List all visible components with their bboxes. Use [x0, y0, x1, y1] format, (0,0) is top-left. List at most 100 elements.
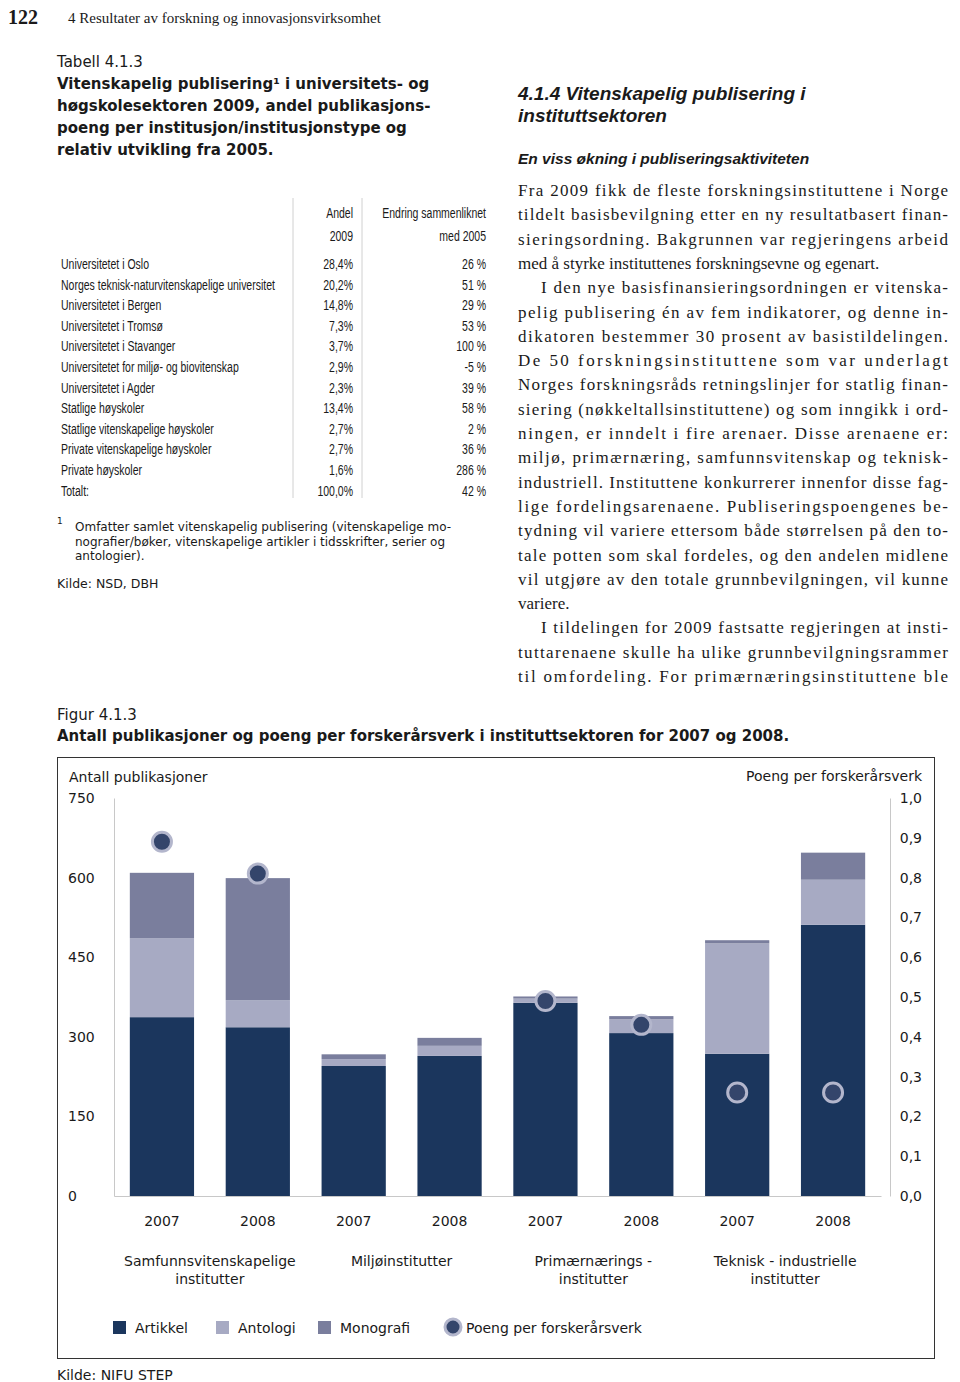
running-head: 4 Resultater av forskning og innovasjons…	[68, 10, 382, 26]
table-cell-wrap: 20,2%	[323, 277, 353, 293]
tick-label: 0,9	[900, 830, 922, 846]
footnote-line: nografier/bøker, vitenskapelige artikler…	[75, 535, 445, 549]
body-line: vil utgjøre av den totale grunnbevilgnin…	[518, 570, 948, 589]
bar	[705, 940, 769, 943]
table-cell: 3,7%	[329, 339, 353, 355]
table-cell-wrap: 2,9%	[329, 360, 353, 376]
bar	[322, 1059, 386, 1066]
point	[152, 832, 171, 851]
background	[0, 0, 960, 1382]
bar	[130, 938, 194, 1017]
body-line: I tildelingen for 2009 fastsatte regjeri…	[541, 618, 948, 637]
y2-axis: 0,00,10,20,30,40,50,60,70,80,91,0	[890, 790, 922, 1204]
legend-swatch	[445, 1319, 461, 1335]
section-heading: instituttsektoren	[518, 105, 667, 126]
table-cell-wrap: 36 %	[462, 442, 486, 458]
table-cell-wrap: Universitetet i Bergen	[61, 298, 161, 314]
table-cell: Universitetet i Agder	[61, 380, 155, 396]
table-cell-wrap: Totalt:	[61, 483, 89, 499]
legend-swatch	[113, 1321, 126, 1334]
table-title: relativ utvikling fra 2005.	[57, 141, 274, 159]
table-cell-wrap: 100 %	[456, 339, 486, 355]
table-cell: 7,3%	[329, 318, 353, 334]
tick-label: 1,0	[900, 790, 922, 806]
footnote-line: Omfatter samlet vitenskapelig publiserin…	[75, 520, 451, 534]
y-axis: 0150300450600750	[68, 790, 115, 1204]
body-line: tydning vil variere ettersom både større…	[518, 521, 948, 540]
table-header: 2009	[330, 229, 353, 245]
tick: 0,8	[890, 870, 922, 886]
tick: 450	[68, 949, 114, 965]
tick-label: 0	[68, 1188, 77, 1204]
table-cell-wrap: 2,7%	[329, 421, 353, 437]
footnote-line: antologier).	[75, 549, 144, 563]
table-cell: 286 %	[456, 463, 486, 479]
tick-label: 0,6	[900, 949, 922, 965]
table-cell: 2,3%	[329, 380, 353, 396]
table-cell: 51 %	[462, 277, 486, 293]
tick: 0	[68, 1188, 114, 1204]
table-header-wrap: 2009	[330, 229, 353, 245]
bar	[417, 1038, 481, 1046]
table-cell: Universitetet i Oslo	[61, 257, 149, 273]
tick: 0,5	[890, 989, 922, 1005]
legend: ArtikkelAntologiMonografiPoeng per forsk…	[113, 1319, 643, 1336]
section-subheading: En viss økning i publiseringsaktiviteten	[518, 150, 809, 167]
table-cell-wrap: Private vitenskapelige høyskoler	[61, 442, 211, 458]
body-line: I den nye basisfinansieringsordningen er…	[541, 278, 948, 297]
tick: 2008	[623, 1196, 659, 1229]
table-cell-wrap: Universitetet for miljø- og biovitenskap	[61, 360, 239, 376]
group-label: Teknisk - industrielle	[713, 1253, 857, 1269]
column-rule	[293, 198, 294, 498]
table-cell-wrap: 39 %	[462, 380, 486, 396]
tick-label: 0,2	[900, 1108, 922, 1124]
table-cell: 100 %	[456, 339, 486, 355]
body-line: dikatoren bestemmer 30 prosent av basist…	[518, 327, 948, 346]
table: Tabell 4.1.3Vitenskapelig publisering¹ i…	[56, 53, 486, 591]
tick: 0,0	[890, 1188, 922, 1204]
chart-frame	[58, 758, 935, 1359]
table-cell-wrap: 13,4%	[323, 401, 353, 417]
table-cell-wrap: Private høyskoler	[61, 463, 142, 479]
chart-title: Antall publikasjoner og poeng per forske…	[57, 727, 789, 745]
point	[248, 864, 267, 883]
body-line: De 50 forskningsinstituttene som var und…	[518, 351, 948, 370]
group-label: Miljøinstitutter	[351, 1253, 453, 1269]
table-cell-wrap: 7,3%	[329, 318, 353, 334]
table-cell: 20,2%	[323, 277, 353, 293]
table-cell-wrap: 51 %	[462, 277, 486, 293]
body-line: miljø, primærnæring, samfunnsvitenskap o…	[518, 448, 948, 467]
table-header: med 2005	[439, 229, 486, 245]
tick: 0,1	[890, 1148, 922, 1164]
table-cell-wrap: 100,0%	[317, 483, 353, 499]
table-cell: 14,8%	[323, 298, 353, 314]
tick: 300	[68, 1029, 114, 1045]
table-cell: 1,6%	[329, 463, 353, 479]
legend-label: Monografi	[340, 1320, 410, 1336]
table-cell-wrap: 53 %	[462, 318, 486, 334]
body-line: Norges forskningsråds retningslinjer for…	[518, 375, 948, 394]
body-line: Fra 2009 fikk de fleste forskningsinstit…	[518, 181, 948, 200]
table-cell-wrap: 3,7%	[329, 339, 353, 355]
y2-axis-title: Poeng per forskerårsverk	[746, 768, 923, 784]
table-cell: 2 %	[468, 421, 486, 437]
table-cell-wrap: 2,7%	[329, 442, 353, 458]
bar	[130, 1017, 194, 1196]
bar-series	[130, 853, 865, 1059]
bar	[226, 1027, 290, 1196]
tick-label: 2008	[623, 1213, 659, 1229]
figure: Figur 4.1.3Antall publikasjoner og poeng…	[57, 706, 935, 1359]
table-cell: Universitetet for miljø- og biovitenskap	[61, 360, 239, 376]
bar	[801, 925, 865, 1196]
body-line: tale potten som skal fordeles, og den an…	[518, 546, 948, 565]
table-cell: 13,4%	[323, 401, 353, 417]
tick: 600	[68, 870, 114, 886]
legend-label: Poeng per forskerårsverk	[466, 1320, 643, 1336]
body-line: tuttarenaene skulle ha ulike grunnbevilg…	[518, 643, 948, 662]
group-label: institutter	[559, 1271, 628, 1287]
tick-label: 2008	[432, 1213, 468, 1229]
page-svg: 1224 Resultater av forskning og innovasj…	[0, 0, 960, 1382]
bar	[226, 878, 290, 1000]
tick-label: 2008	[815, 1213, 851, 1229]
tick: 2007	[719, 1196, 755, 1229]
